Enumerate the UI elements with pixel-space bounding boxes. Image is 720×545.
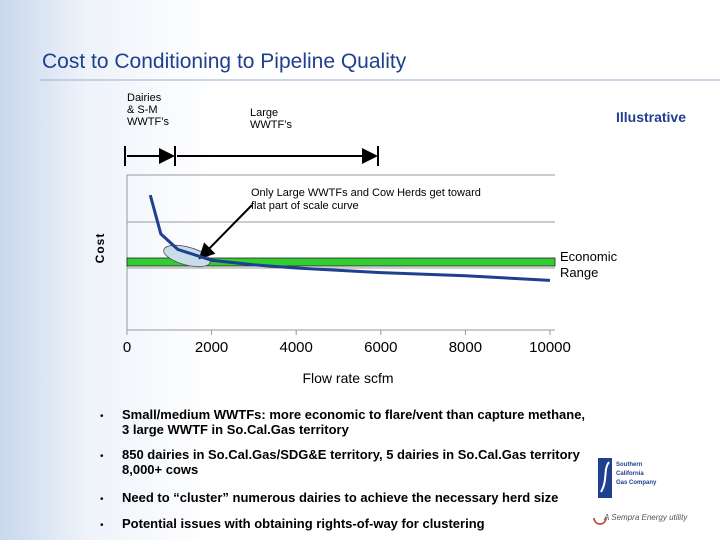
illustrative-label: Illustrative (616, 109, 686, 125)
annotation: Only Large WWTFs and Cow Herds get towar… (251, 187, 481, 199)
bracket-label: Dairies (127, 92, 162, 104)
bullet-marker: • (100, 520, 104, 531)
bullet-text: 3 large WWTF in So.Cal.Gas territory (122, 422, 350, 437)
economic-range-band (126, 257, 556, 267)
bullet-text: Small/medium WWTFs: more economic to fla… (122, 407, 585, 422)
y-axis-label: Cost (93, 233, 107, 264)
logo-text: California (616, 471, 644, 477)
bullet-text: Potential issues with obtaining rights-o… (122, 516, 485, 531)
cost-curve (148, 194, 551, 282)
bracket-large (177, 146, 379, 166)
bullet-text: 8,000+ cows (122, 462, 198, 477)
x-tick-label: 6000 (364, 339, 397, 356)
logo-text: Gas Company (616, 480, 657, 486)
range-label: Range (560, 265, 598, 280)
logo-text: Southern (616, 462, 643, 468)
bracket-label: WWTF’s (250, 119, 292, 131)
logo (593, 458, 612, 525)
bullet-text: Need to “cluster” numerous dairies to ac… (122, 490, 558, 505)
bracket-label: Large (250, 107, 278, 119)
bullet-text: 850 dairies in So.Cal.Gas/SDG&E territor… (122, 447, 581, 462)
bullet-marker: • (100, 451, 104, 462)
x-tick-label: 10000 (529, 339, 571, 356)
x-tick-label: 0 (123, 339, 131, 356)
plot-frame (126, 174, 555, 331)
bullet-marker: • (100, 411, 104, 422)
bullet-marker: • (100, 494, 104, 505)
x-tick-label: 4000 (280, 339, 313, 356)
annotation: flat part of scale curve (251, 200, 359, 212)
bracket-label: & S-M (127, 104, 158, 116)
slide-title: Cost to Conditioning to Pipeline Quality (42, 50, 407, 73)
x-axis-label: Flow rate scfm (302, 370, 393, 386)
bracket-label: WWTF’s (127, 116, 169, 128)
x-tick-label: 8000 (449, 339, 482, 356)
range-label: Economic (560, 249, 618, 264)
annotation-arrow (198, 204, 253, 260)
bracket-dairies (124, 146, 176, 166)
x-tick-label: 2000 (195, 339, 228, 356)
tagline: A Sempra Energy utility (603, 513, 688, 522)
